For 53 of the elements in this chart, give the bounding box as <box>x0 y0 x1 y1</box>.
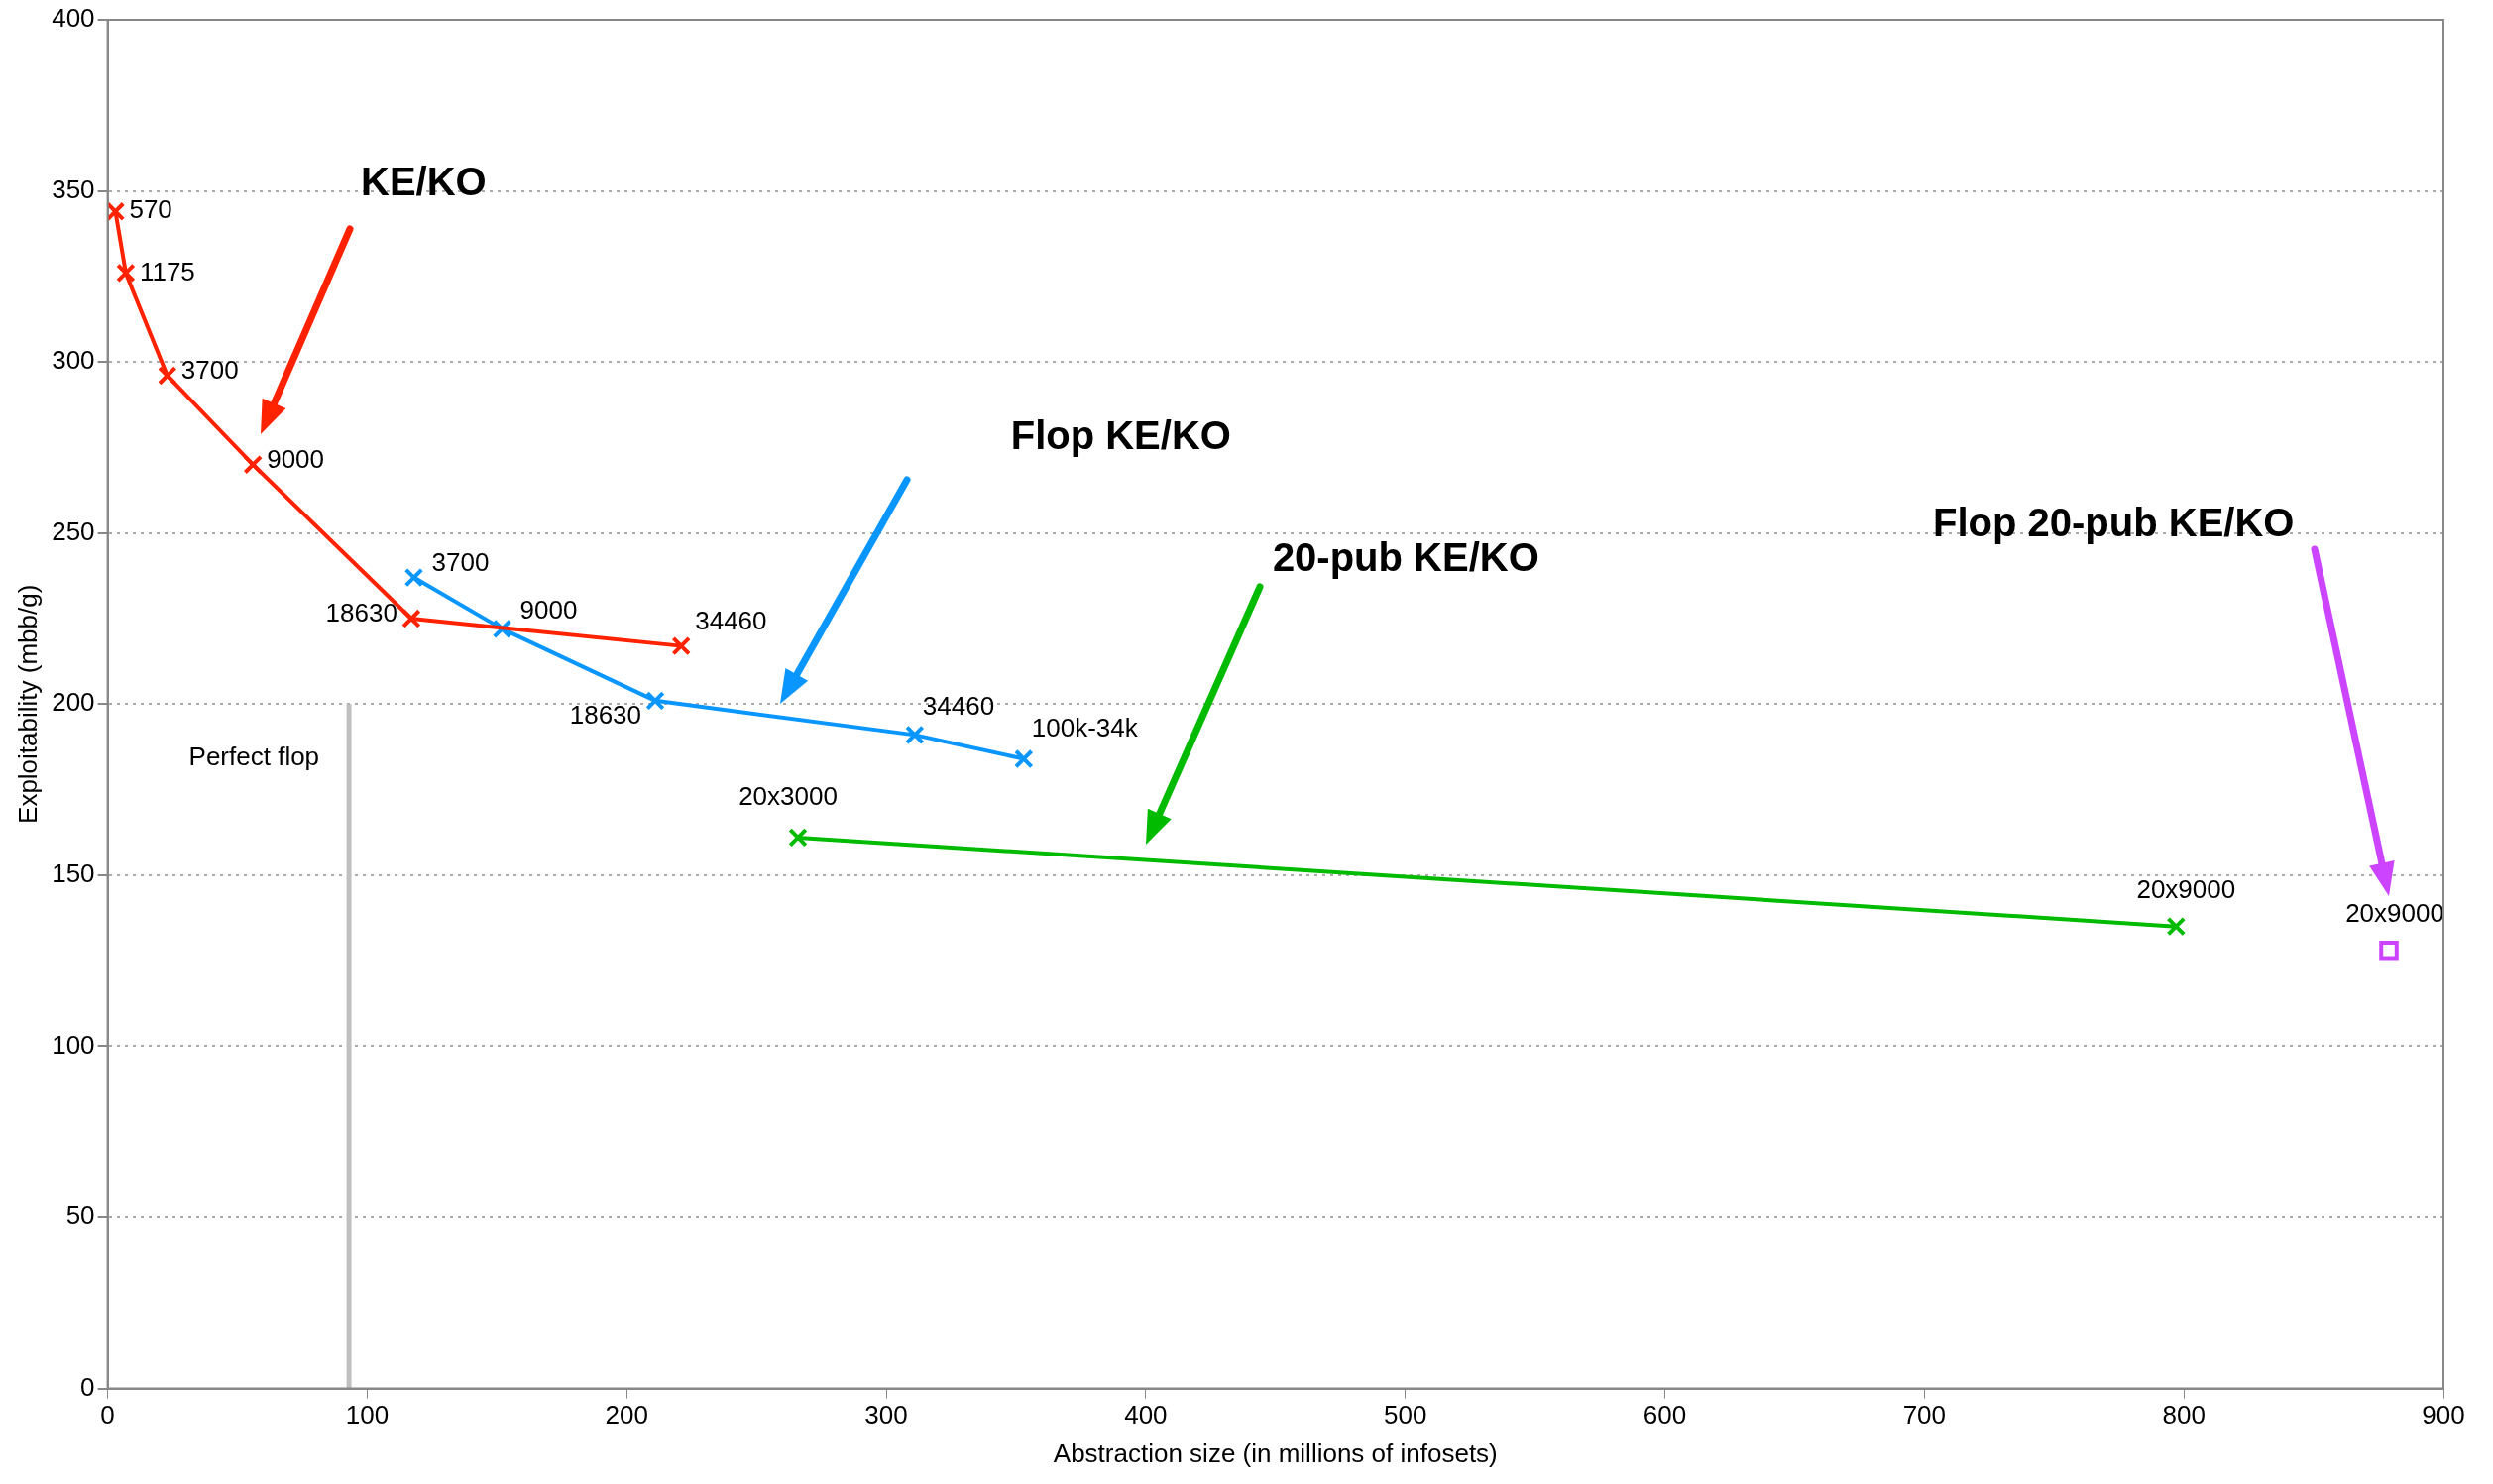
annotation: Perfect flop <box>188 741 320 771</box>
annotation: Flop KE/KO <box>1010 413 1231 458</box>
y-tick-label: 50 <box>65 1200 95 1231</box>
annotation: KE/KO <box>361 159 487 203</box>
x-tick-label: 100 <box>345 1400 390 1430</box>
x-tick-label: 600 <box>1643 1400 1687 1430</box>
annotation: 3700 <box>180 355 239 386</box>
point <box>671 635 691 656</box>
point <box>2166 916 2187 937</box>
x-tick-label: 700 <box>1902 1400 1947 1430</box>
x-tick-label: 800 <box>2162 1400 2206 1430</box>
x-tick-label: 200 <box>605 1400 648 1430</box>
annotation: 9000 <box>267 443 325 474</box>
point <box>645 691 665 711</box>
x-tick-label: 400 <box>1124 1400 1168 1430</box>
y-tick-label: 350 <box>52 173 95 204</box>
point <box>158 366 177 386</box>
annotation: 18630 <box>325 598 397 628</box>
y-tick-label: 250 <box>52 515 95 546</box>
y-axis-title: Exploitability (mbb/g) <box>12 584 43 824</box>
y-tick-label: 150 <box>52 858 95 889</box>
annotation: 20x9000 <box>2345 897 2444 928</box>
point <box>905 725 925 745</box>
x-tick-label: 0 <box>100 1400 115 1430</box>
x-axis-title: Abstraction size (in millions of infosets) <box>1053 1437 1498 1468</box>
point <box>116 263 136 284</box>
annotation: 20-pub KE/KO <box>1272 534 1539 579</box>
annotation: 34460 <box>922 690 995 721</box>
y-tick-label: 300 <box>52 345 95 376</box>
annotation: 20x9000 <box>2136 873 2236 904</box>
annotation: Flop 20-pub KE/KO <box>1933 500 2295 544</box>
point <box>788 828 808 848</box>
annotation: 9000 <box>519 594 578 625</box>
point <box>401 609 421 628</box>
x-tick-label: 500 <box>1384 1400 1427 1430</box>
point <box>2379 941 2399 961</box>
annotation: 100k-34k <box>1031 712 1139 742</box>
point <box>107 201 126 222</box>
point <box>403 567 424 588</box>
annotation: 18630 <box>569 700 642 731</box>
y-tick-label: 100 <box>52 1029 95 1060</box>
annotation: 1175 <box>139 256 195 286</box>
x-tick-label: 900 <box>2422 1400 2465 1430</box>
x-tick-label: 300 <box>864 1400 908 1430</box>
annotation: 20x3000 <box>738 781 838 812</box>
annotation: 34460 <box>695 605 767 635</box>
point <box>1014 748 1034 769</box>
annotation: 570 <box>129 194 172 225</box>
annotation: 3700 <box>431 546 490 577</box>
y-tick-label: 0 <box>80 1371 95 1402</box>
y-tick-label: 200 <box>52 687 95 718</box>
point <box>243 454 263 475</box>
y-tick-label: 400 <box>52 3 95 34</box>
